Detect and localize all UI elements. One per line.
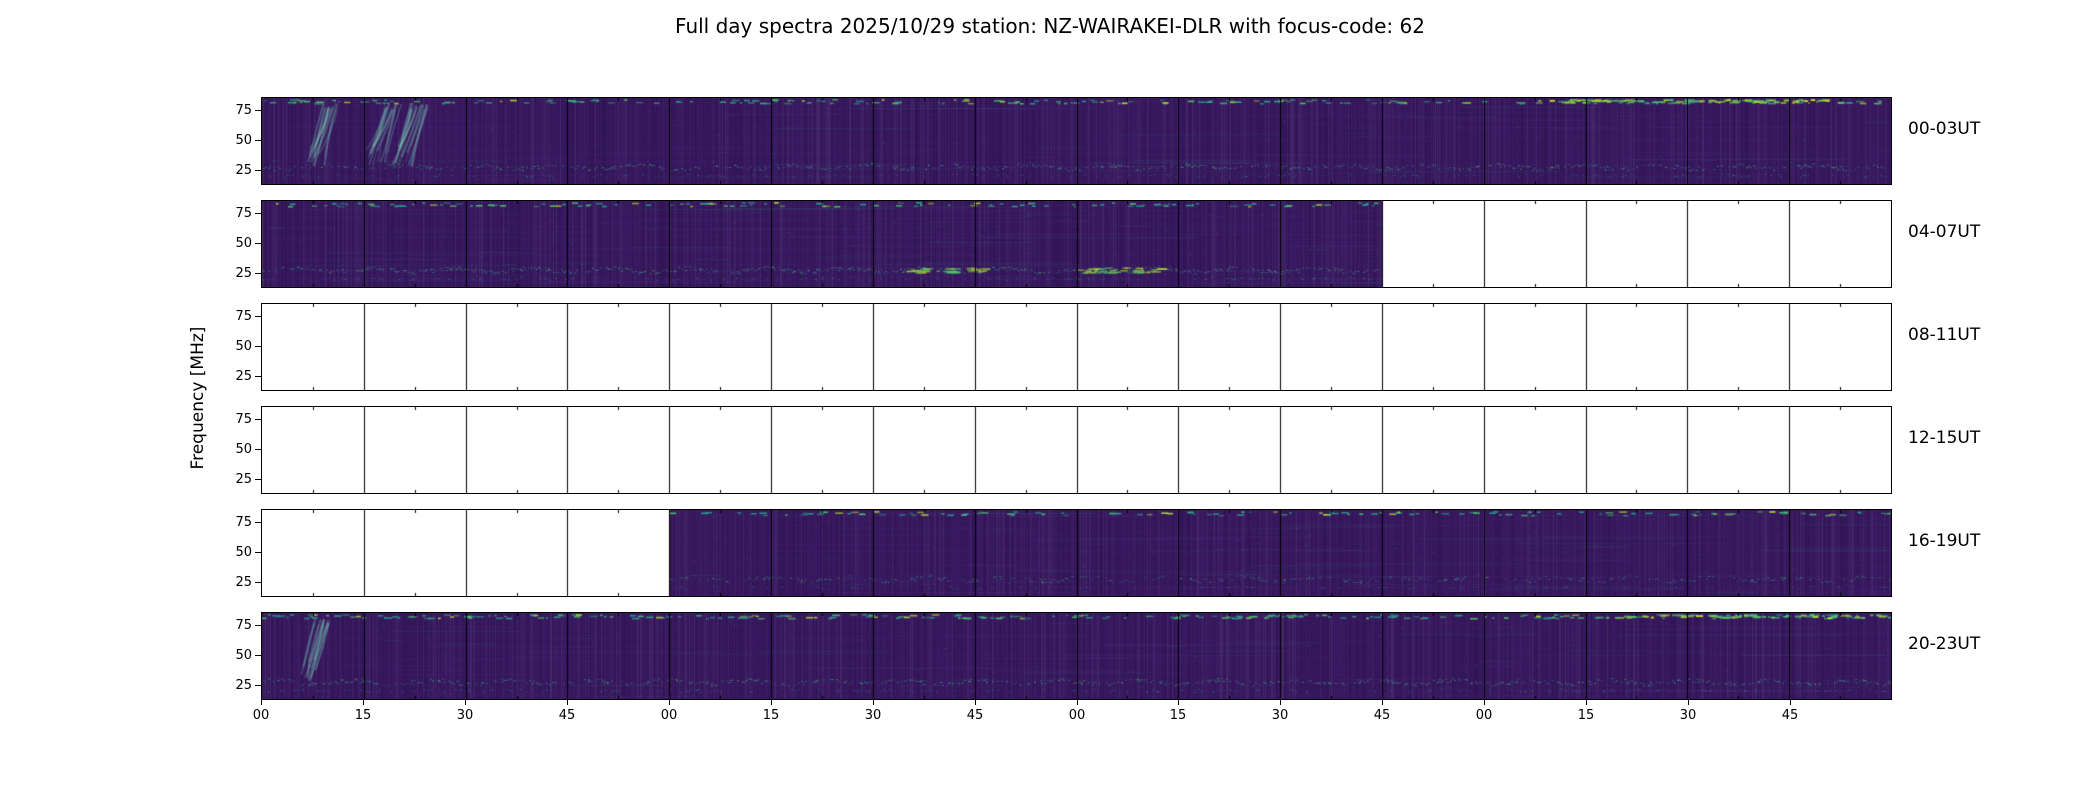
row-label: 04-07UT [1908,222,1981,242]
y-tick-label: 50 [235,236,252,251]
spectrogram-canvas-00-03 [262,98,1891,184]
y-tick-label: 50 [235,133,252,148]
x-tick-label: 30 [864,708,882,723]
y-tick-label: 75 [235,412,252,427]
y-tick-label: 75 [235,515,252,530]
x-tick-label: 45 [558,708,576,723]
x-tick-label: 00 [660,708,678,723]
y-tick-label: 25 [235,163,252,178]
y-axis-label: Frequency [MHz] [188,326,208,470]
x-tick-mark [1280,700,1281,705]
x-tick-label: 00 [1068,708,1086,723]
y-tick-label: 75 [235,309,252,324]
spectrogram-canvas-08-11 [262,304,1891,390]
row-label: 16-19UT [1908,531,1981,551]
x-tick-mark [261,700,262,705]
x-tick-label: 30 [456,708,474,723]
row-label: 20-23UT [1908,634,1981,654]
x-tick-mark [1790,700,1791,705]
spectrogram-canvas-04-07 [262,201,1891,287]
x-tick-mark [1382,700,1383,705]
y-tick-label: 50 [235,648,252,663]
x-tick-mark [1484,700,1485,705]
y-tick-label: 50 [235,545,252,560]
x-tick-label: 15 [354,708,372,723]
spectra-row-12-15: 75 50 25 12-15UT [235,406,1980,494]
x-tick-mark [975,700,976,705]
x-tick-label: 00 [252,708,270,723]
x-tick-label: 15 [1169,708,1187,723]
spectra-row-00-03: 75 50 25 00-03UT [235,97,1980,185]
spectrogram-canvas-20-23 [262,613,1891,699]
x-tick-label: 15 [1577,708,1595,723]
spectra-row-08-11: 75 50 25 08-11UT [235,303,1980,391]
x-tick-label: 30 [1679,708,1697,723]
y-tick-label: 75 [235,206,252,221]
y-tick-label: 50 [235,442,252,457]
x-tick-label: 45 [1781,708,1799,723]
spectrogram-panel [261,200,1892,288]
x-tick-mark [363,700,364,705]
y-tick-label: 25 [235,266,252,281]
y-tick-label: 25 [235,678,252,693]
x-tick-label: 45 [1373,708,1391,723]
spectrogram-panel [261,612,1892,700]
x-tick-label: 30 [1271,708,1289,723]
spectra-row-16-19: 75 50 25 16-19UT [235,509,1980,597]
spectrogram-panel [261,406,1892,494]
x-tick-label: 45 [966,708,984,723]
x-tick-mark [465,700,466,705]
row-label: 12-15UT [1908,428,1981,448]
x-tick-mark [1077,700,1078,705]
x-tick-mark [1688,700,1689,705]
y-tick-label: 25 [235,369,252,384]
y-tick-label: 25 [235,575,252,590]
x-tick-label: 15 [762,708,780,723]
spectrogram-panel [261,509,1892,597]
spectra-row-04-07: 75 50 25 04-07UT [235,200,1980,288]
spectrogram-panel [261,97,1892,185]
chart-title: Full day spectra 2025/10/29 station: NZ-… [675,14,1425,38]
x-tick-mark [669,700,670,705]
y-tick-label: 75 [235,103,252,118]
x-tick-mark [771,700,772,705]
x-tick-label: 00 [1475,708,1493,723]
x-tick-mark [1586,700,1587,705]
spectrogram-panel [261,303,1892,391]
row-label: 08-11UT [1908,325,1981,345]
spectrogram-canvas-16-19 [262,510,1891,596]
row-label: 00-03UT [1908,119,1981,139]
y-tick-label: 25 [235,472,252,487]
spectra-row-20-23: 75 50 25 20-23UT [235,612,1980,700]
y-tick-label: 50 [235,339,252,354]
x-tick-mark [567,700,568,705]
spectrogram-canvas-12-15 [262,407,1891,493]
x-tick-mark [1178,700,1179,705]
x-tick-mark [873,700,874,705]
y-tick-label: 75 [235,618,252,633]
x-axis: 00 15 30 45 00 15 30 45 00 15 30 45 00 15 30 45 [253,700,1892,734]
